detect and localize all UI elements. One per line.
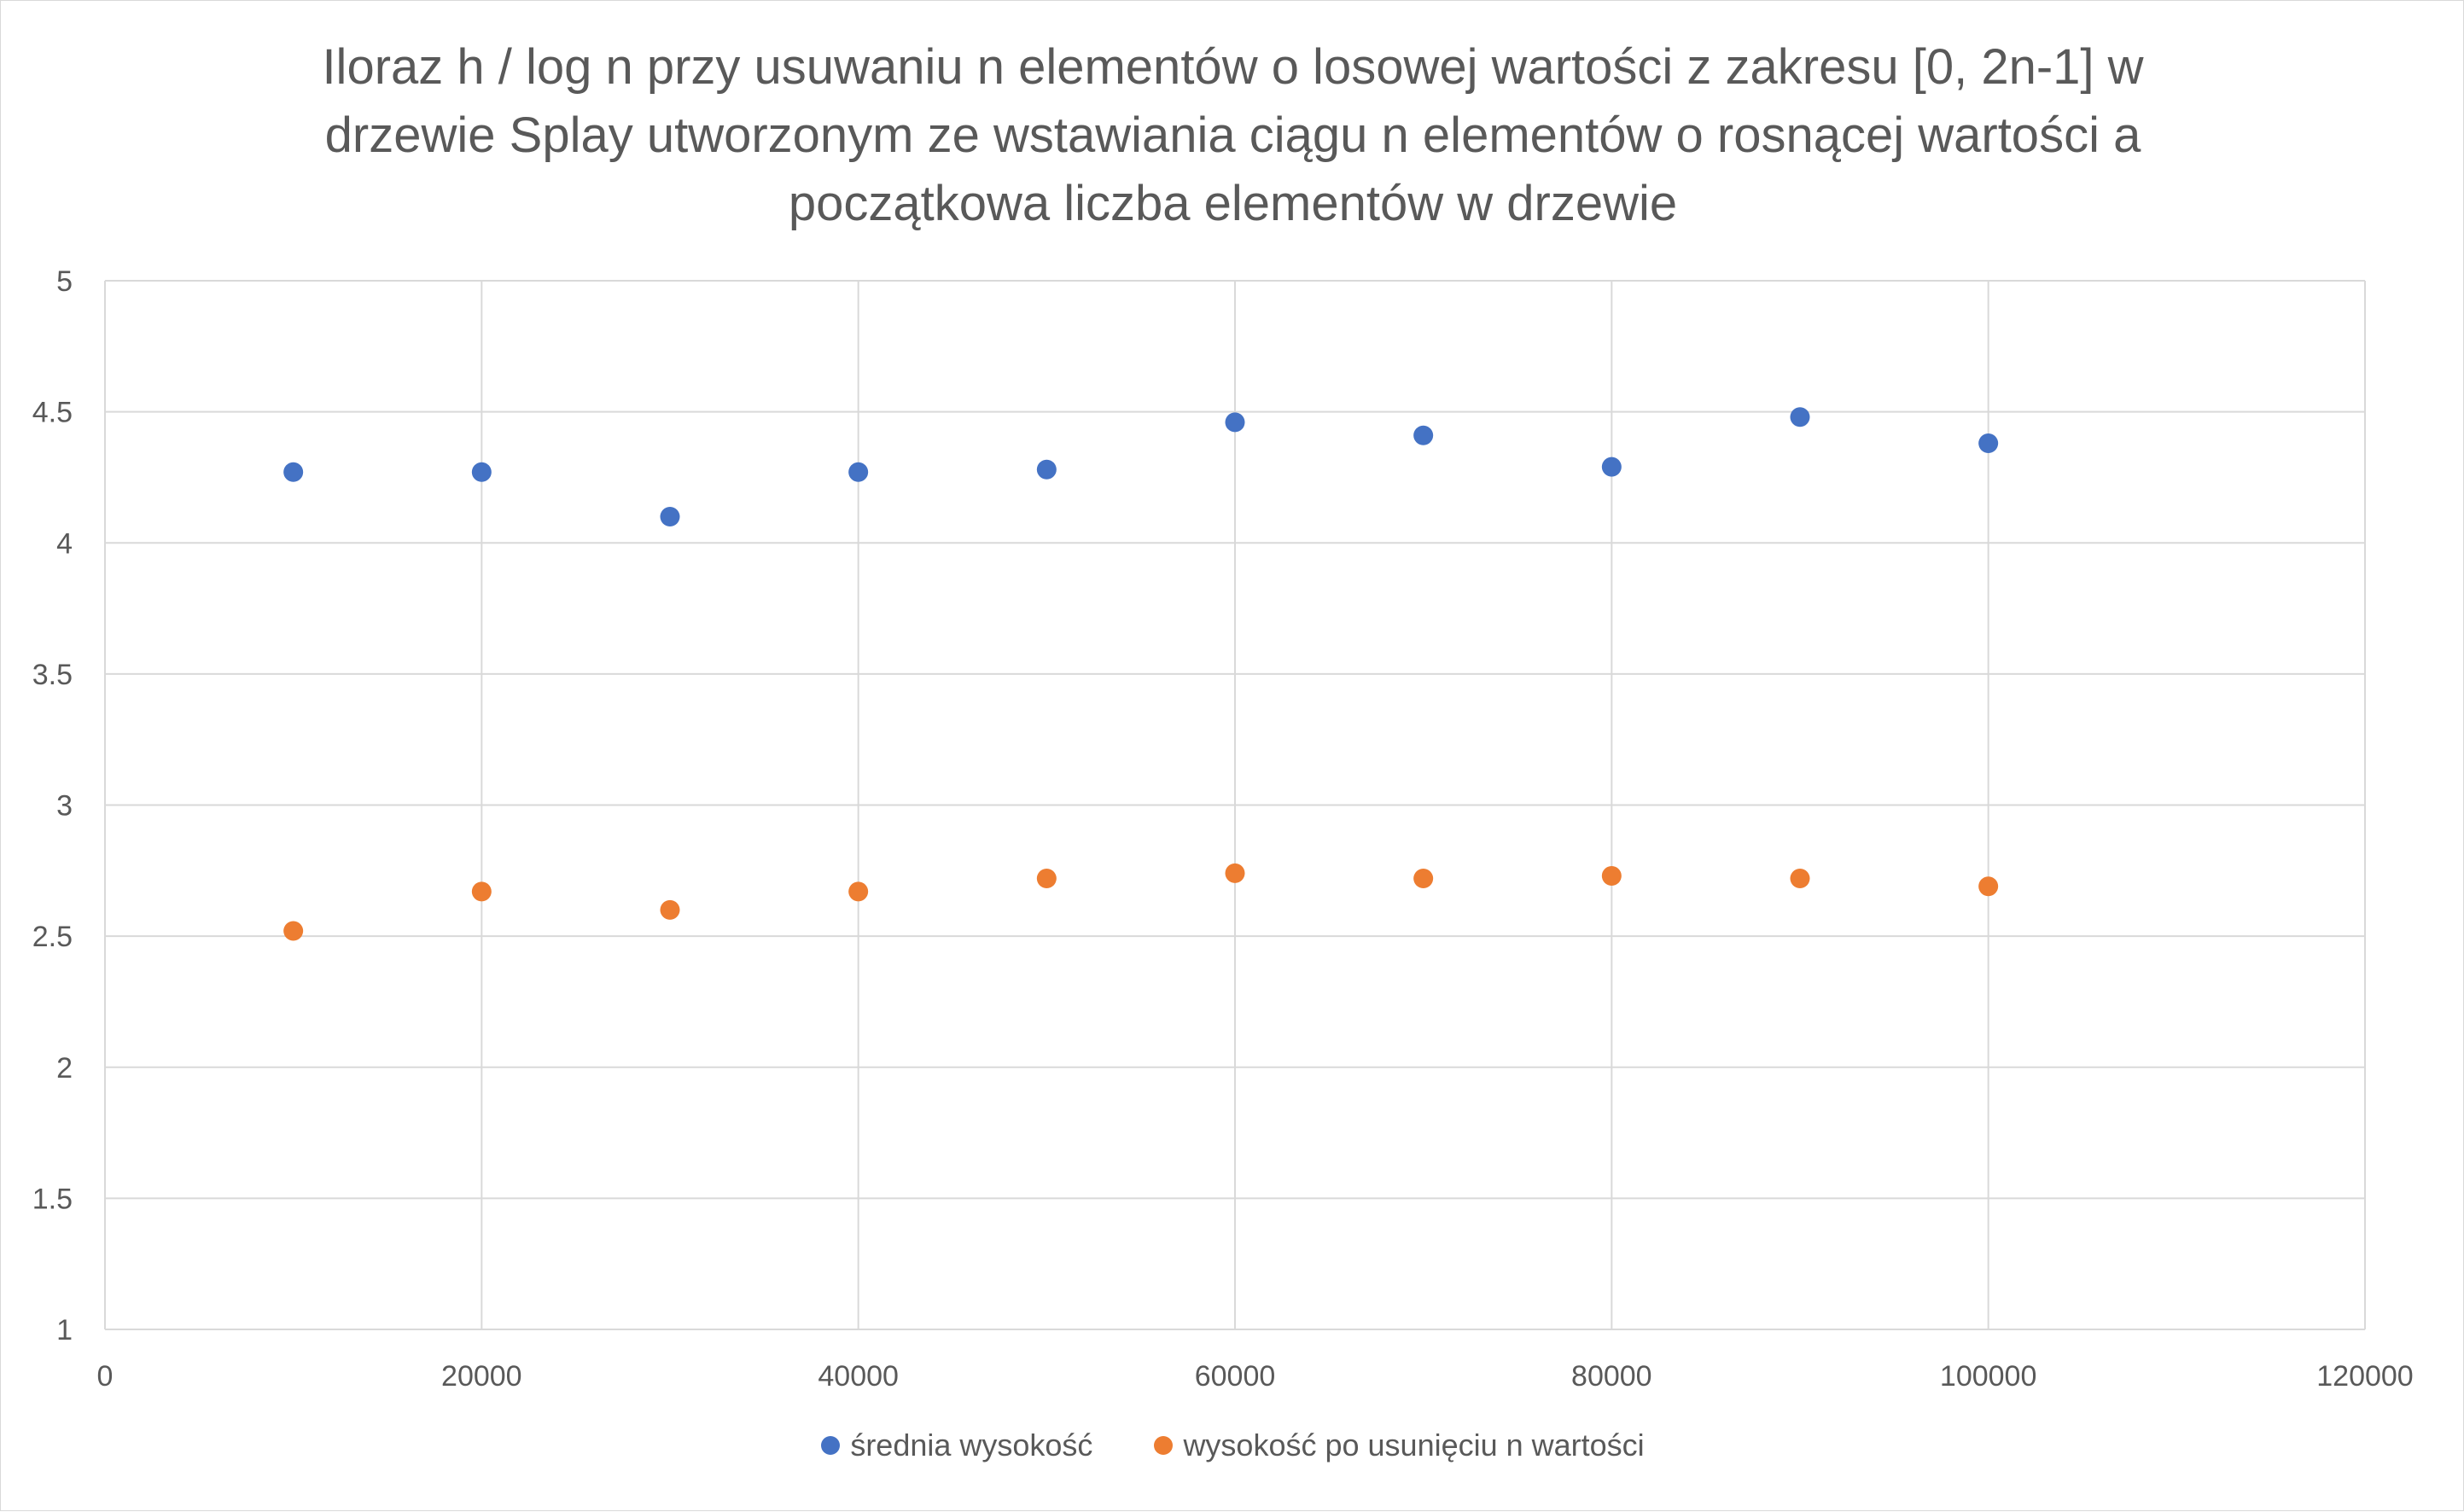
x-tick-label: 40000 <box>818 1360 899 1393</box>
y-tick-label: 5 <box>56 265 73 298</box>
x-tick-label: 20000 <box>441 1360 522 1393</box>
data-point-series-2 <box>1601 865 1622 886</box>
y-tick-label: 2 <box>56 1052 73 1085</box>
data-points <box>283 407 1999 941</box>
data-point-series-1 <box>660 507 680 527</box>
legend-label-series-2: wysokość po usunięciu n wartości <box>1183 1428 1645 1463</box>
y-tick-label: 4.5 <box>32 397 73 429</box>
x-tick-label: 120000 <box>2316 1360 2413 1393</box>
data-point-series-2 <box>1036 869 1057 889</box>
data-point-series-2 <box>1225 863 1245 883</box>
data-point-series-1 <box>1036 459 1057 480</box>
data-point-series-1 <box>283 462 304 482</box>
data-point-series-2 <box>283 921 304 941</box>
y-tick-label: 3 <box>56 790 73 823</box>
data-point-series-2 <box>1413 869 1434 889</box>
y-tick-label: 1 <box>56 1314 73 1346</box>
data-point-series-1 <box>1978 433 1999 453</box>
y-tick-label: 2.5 <box>32 921 73 953</box>
y-tick-label: 4 <box>56 527 73 560</box>
data-point-series-2 <box>1978 876 1999 897</box>
legend-marker-series-1 <box>821 1436 841 1455</box>
data-point-series-1 <box>1790 407 1810 427</box>
chart-title: Iloraz h / log n przy usuwaniu n element… <box>172 33 2294 238</box>
grid-lines <box>104 280 2366 1330</box>
data-point-series-1 <box>1601 457 1622 477</box>
data-point-series-1 <box>1225 412 1245 433</box>
legend-marker-series-2 <box>1154 1436 1174 1455</box>
chart-title-line-2: drzewie Splay utworzonym ze wstawiania c… <box>324 108 2141 163</box>
x-tick-label: 60000 <box>1195 1360 1276 1393</box>
legend-label-series-1: średnia wysokość <box>850 1428 1093 1463</box>
data-point-series-1 <box>471 462 492 482</box>
data-point-series-2 <box>660 899 680 920</box>
y-tick-label: 1.5 <box>32 1183 73 1215</box>
y-tick-label: 3.5 <box>32 659 73 691</box>
chart-title-line-1: Iloraz h / log n przy usuwaniu n element… <box>322 39 2144 95</box>
data-point-series-1 <box>848 462 869 482</box>
data-point-series-2 <box>471 881 492 902</box>
x-tick-label: 100000 <box>1940 1360 2036 1393</box>
data-point-series-2 <box>1790 869 1810 889</box>
x-tick-label: 80000 <box>1571 1360 1652 1393</box>
tick-labels: 1 1.5 2 2.5 3 3.5 4 4.5 5 0 20000 40000 60000 80000 10… <box>32 265 2414 1393</box>
x-tick-label: 0 <box>97 1360 114 1393</box>
legend: średnia wysokość wysokość po usunięciu n… <box>1 1428 2464 1463</box>
legend-item-series-1: średnia wysokość <box>821 1428 1092 1463</box>
legend-item-series-2: wysokość po usunięciu n wartości <box>1154 1428 1645 1463</box>
data-point-series-2 <box>848 881 869 902</box>
data-point-series-1 <box>1413 425 1434 445</box>
chart-title-line-3: początkowa liczba elementów w drzewie <box>788 176 1678 231</box>
